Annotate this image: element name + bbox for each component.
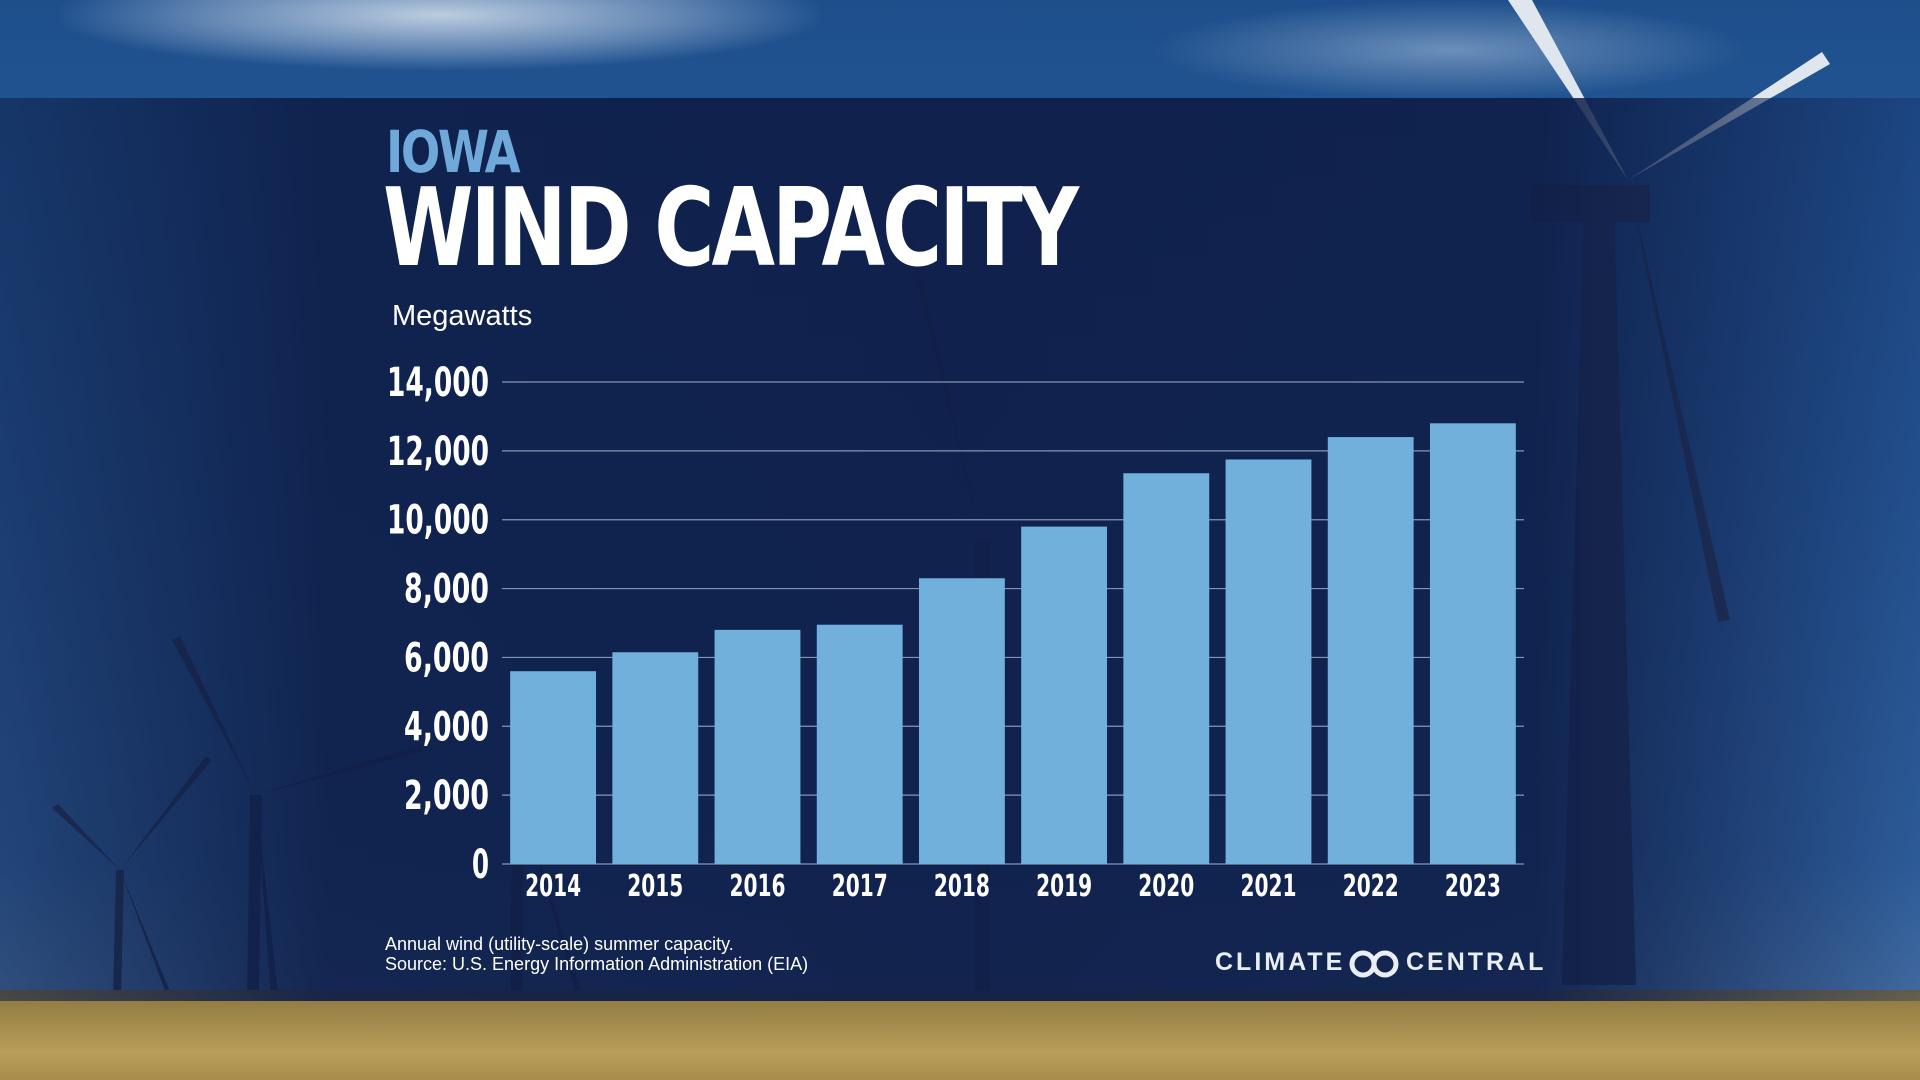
y-tick-label: 0: [472, 842, 489, 888]
bar-2016: [714, 629, 801, 864]
x-tick-label: 2014: [525, 869, 581, 904]
x-tick-label: 2018: [934, 869, 990, 904]
y-tick-label: 8,000: [404, 567, 489, 613]
y-tick-label: 2,000: [404, 773, 489, 819]
y-tick-label: 6,000: [404, 635, 489, 681]
cloud: [1150, 0, 1750, 100]
y-tick-label: 14,000: [387, 360, 489, 406]
infinity-rings-icon: [1349, 950, 1399, 978]
bar-2023: [1429, 423, 1516, 864]
brand-word-central: CENTRAL: [1406, 948, 1547, 976]
bar-2019: [1021, 526, 1108, 864]
x-tick-label: 2022: [1343, 869, 1399, 904]
y-tick-label: 4,000: [404, 704, 489, 750]
x-tick-label: 2015: [627, 869, 683, 904]
chart-supertitle: IOWA: [386, 118, 521, 186]
y-tick-label: 10,000: [387, 498, 489, 544]
bar-2021: [1225, 459, 1312, 864]
bar-2015: [612, 652, 699, 864]
chart-footnote: Annual wind (utility-scale) summer capac…: [385, 934, 808, 974]
y-tick-label: 12,000: [387, 429, 489, 475]
y-axis-unit-label: Megawatts: [392, 300, 533, 332]
x-tick-label: 2019: [1036, 869, 1092, 904]
bar-2014: [510, 671, 597, 864]
bar-2022: [1327, 437, 1414, 864]
footnote-description: Annual wind (utility-scale) summer capac…: [385, 934, 734, 954]
x-tick-label: 2023: [1445, 869, 1501, 904]
x-tick-label: 2017: [832, 869, 888, 904]
brand-logo: CLIMATE CENTRAL: [1215, 946, 1543, 982]
cloud: [60, 0, 820, 70]
brand-word-climate: CLIMATE: [1215, 948, 1346, 976]
bar-2020: [1123, 473, 1210, 864]
x-tick-label: 2016: [730, 869, 786, 904]
bar-2017: [816, 624, 903, 864]
bar-2018: [918, 578, 1005, 864]
x-tick-label: 2021: [1241, 869, 1297, 904]
footnote-source: Source: U.S. Energy Information Administ…: [385, 954, 809, 974]
grass-field: [0, 990, 1920, 1080]
chart-title: WIND CAPACITY: [383, 166, 1079, 291]
x-tick-label: 2020: [1138, 869, 1194, 904]
